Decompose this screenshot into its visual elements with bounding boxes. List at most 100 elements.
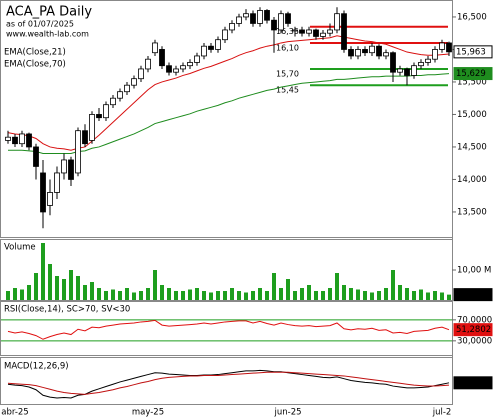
candle-body (229, 23, 235, 31)
chart-title: ACA_PA Daily (6, 5, 92, 20)
volume-bar (90, 282, 94, 300)
volume-bar (153, 270, 157, 300)
volume-bar (419, 289, 423, 300)
volume-bar (384, 288, 388, 300)
candle-body (180, 65, 186, 70)
panel-title: RSI(Close,14), SC>70, SV<30 (4, 305, 130, 315)
y-tick-label: 14,000 (457, 175, 487, 185)
volume-bar (412, 291, 416, 300)
last-value-label: 0,0105 (456, 378, 486, 388)
candle-body (264, 10, 270, 21)
candle-body (173, 68, 179, 73)
candle-body (404, 68, 410, 76)
volume-bar (391, 270, 395, 300)
candle-body (103, 104, 109, 119)
y-tick-label: 15,000 (457, 110, 487, 120)
candle-body (159, 49, 165, 67)
candle-body (96, 114, 102, 119)
candle-body (411, 65, 417, 76)
volume-bar (174, 291, 178, 300)
volume-bar (363, 291, 367, 300)
volume-bar (307, 285, 311, 300)
candle-body (327, 29, 333, 34)
last-value-label: 15,963 (456, 47, 486, 57)
volume-bar (223, 291, 227, 300)
last-value-box (453, 288, 493, 302)
volume-bar (258, 288, 262, 300)
candle-body (68, 159, 74, 180)
volume-bar (6, 291, 10, 300)
candle-body (33, 146, 39, 167)
volume-bar (286, 279, 290, 300)
y-tick-label: 70,0000 (457, 315, 492, 325)
candle-body (145, 58, 151, 70)
candle-body (194, 55, 200, 63)
volume-bar (251, 291, 255, 300)
candle-body (299, 29, 305, 34)
volume-bar (279, 288, 283, 300)
volume-bar (146, 288, 150, 300)
volume-bar (167, 288, 171, 300)
candle-body (54, 172, 60, 193)
last-value-box (453, 45, 493, 59)
panel-title: Volume (4, 243, 36, 253)
candle-body (5, 136, 11, 141)
y-tick-label: 10,00 M (457, 266, 491, 276)
volume-bar (195, 288, 199, 300)
x-tick-label: jul-2 (432, 408, 452, 418)
volume-bar (328, 288, 332, 300)
candle-body (320, 32, 326, 37)
volume-bar (13, 288, 17, 300)
volume-bar (104, 291, 108, 300)
candle-body (250, 13, 256, 24)
candle-body (418, 62, 424, 67)
series-line (7, 319, 450, 340)
candle-body (432, 49, 438, 60)
panel-title: MACD(12,26,9) (4, 362, 69, 372)
candle-body (285, 13, 291, 24)
volume-bar (139, 291, 143, 300)
candle-body (89, 114, 95, 141)
level-label: 16,35 (276, 27, 299, 36)
candle-body (243, 13, 249, 18)
candle-body (390, 52, 396, 73)
x-tick-label: may-25 (132, 408, 164, 418)
last-value-label: 51,2802 (456, 325, 491, 335)
volume-bar (370, 292, 374, 300)
volume-bar (41, 243, 45, 300)
volume-bar (118, 291, 122, 300)
volume-bar (34, 273, 38, 300)
series-line (7, 35, 450, 151)
volume-bar (342, 285, 346, 300)
candle-body (355, 49, 361, 57)
candle-body (208, 45, 214, 50)
volume-bar (132, 292, 136, 300)
candle-body (26, 133, 32, 148)
candle-body (397, 68, 403, 73)
volume-bar (447, 294, 451, 300)
candle-body (47, 192, 53, 206)
volume-bar (48, 264, 52, 300)
volume-bar (237, 291, 241, 300)
volume-bar (62, 279, 66, 300)
legend-entry: EMA(Close,70) (4, 60, 66, 70)
series-line (8, 73, 450, 154)
candle-body (271, 19, 277, 31)
x-tick-label: jun-25 (273, 408, 301, 418)
candle-body (124, 84, 130, 93)
candle-body (292, 29, 298, 32)
candle-body (306, 29, 312, 34)
volume-bar (272, 273, 276, 300)
volume-bar (69, 270, 73, 300)
series-line (7, 371, 450, 395)
volume-bar (377, 291, 381, 300)
volume-bar (27, 285, 31, 300)
volume-bar (300, 288, 304, 300)
candle-body (138, 68, 144, 80)
volume-bar (230, 288, 234, 300)
candle-body (313, 29, 319, 37)
volume-bar (293, 291, 297, 300)
volume-bar (216, 291, 220, 300)
volume-bar (20, 289, 24, 300)
volume-bar (181, 291, 185, 300)
